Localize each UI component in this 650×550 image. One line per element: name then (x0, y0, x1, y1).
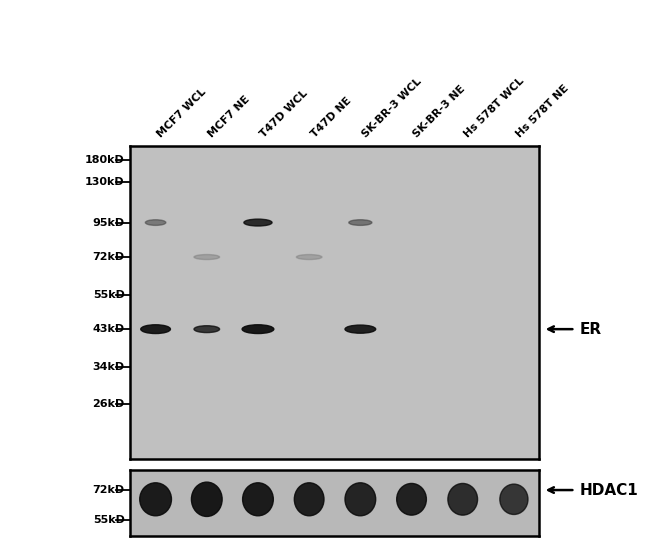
Ellipse shape (191, 482, 222, 516)
Text: Hs 578T WCL: Hs 578T WCL (463, 75, 526, 139)
Ellipse shape (146, 220, 166, 225)
Text: HDAC1: HDAC1 (580, 482, 638, 498)
Ellipse shape (242, 324, 274, 333)
Text: 43kD: 43kD (93, 324, 125, 334)
Text: 34kD: 34kD (93, 362, 125, 372)
Ellipse shape (194, 255, 220, 260)
Text: MCF7 NE: MCF7 NE (207, 94, 252, 139)
Text: 55kD: 55kD (93, 290, 125, 300)
Text: 26kD: 26kD (92, 399, 125, 409)
Text: Hs 578T NE: Hs 578T NE (514, 83, 570, 139)
Ellipse shape (244, 219, 272, 226)
Text: T47D NE: T47D NE (309, 95, 353, 139)
Ellipse shape (141, 324, 170, 333)
Text: ER: ER (580, 322, 602, 337)
Text: 130kD: 130kD (85, 177, 125, 187)
Ellipse shape (242, 483, 273, 516)
Text: 180kD: 180kD (85, 155, 125, 165)
Text: 95kD: 95kD (93, 218, 125, 228)
Text: SK-BR-3 WCL: SK-BR-3 WCL (360, 76, 423, 139)
Ellipse shape (345, 325, 376, 333)
Text: 55kD: 55kD (93, 515, 125, 525)
Text: MCF7 WCL: MCF7 WCL (155, 86, 208, 139)
Ellipse shape (349, 220, 372, 225)
Ellipse shape (345, 483, 376, 516)
Ellipse shape (500, 484, 528, 514)
Ellipse shape (296, 255, 322, 260)
Ellipse shape (396, 483, 426, 515)
Ellipse shape (194, 326, 220, 333)
Text: SK-BR-3 NE: SK-BR-3 NE (411, 84, 467, 139)
Text: T47D WCL: T47D WCL (258, 88, 309, 139)
Ellipse shape (294, 483, 324, 516)
Ellipse shape (140, 483, 172, 516)
Ellipse shape (448, 483, 478, 515)
Text: 72kD: 72kD (93, 252, 125, 262)
Text: 72kD: 72kD (93, 485, 125, 495)
